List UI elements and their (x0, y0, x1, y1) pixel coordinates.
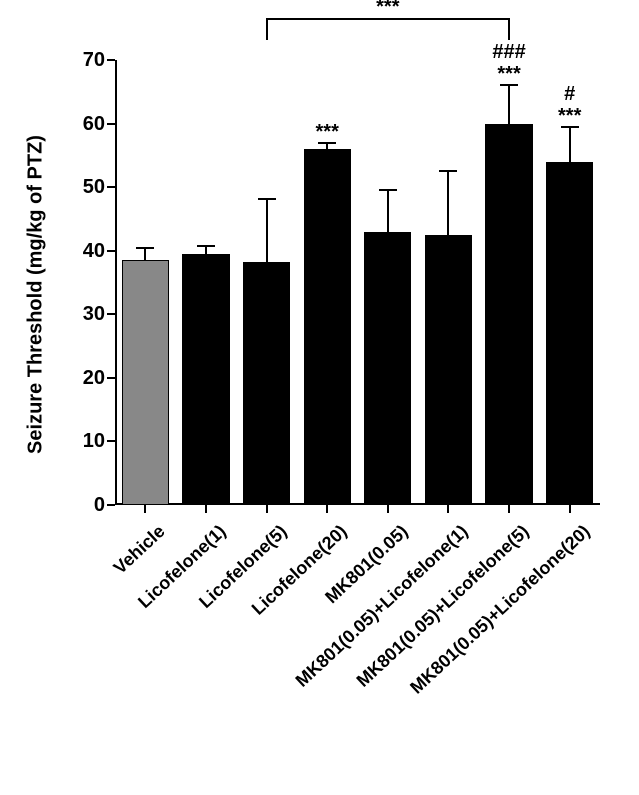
significance-marker: # (540, 83, 600, 106)
x-tick (447, 505, 449, 513)
error-whisker (387, 190, 389, 231)
x-axis-label: MK801(0.05)+Licofelone(20) (360, 521, 594, 741)
y-tick (107, 504, 115, 506)
error-whisker (447, 171, 449, 235)
x-tick (205, 505, 207, 513)
error-whisker (266, 199, 268, 263)
x-tick (387, 505, 389, 513)
y-tick (107, 313, 115, 315)
error-whisker (144, 248, 146, 261)
error-cap (379, 189, 397, 191)
comparison-bracket-arm (266, 18, 268, 40)
significance-marker: ### (479, 41, 539, 64)
y-tick (107, 377, 115, 379)
x-tick (569, 505, 571, 513)
y-tick (107, 186, 115, 188)
bar-1 (182, 254, 229, 505)
comparison-bracket-arm (508, 18, 510, 40)
chart-container: Seizure Threshold (mg/kg of PTZ) 0102030… (0, 0, 639, 795)
y-tick-label: 0 (69, 495, 105, 515)
bar-2 (243, 262, 290, 505)
bar-3 (304, 149, 351, 505)
bar-7 (546, 162, 593, 505)
y-tick (107, 59, 115, 61)
significance-marker: *** (297, 121, 357, 144)
error-whisker (569, 127, 571, 162)
comparison-bracket-label: *** (358, 0, 418, 19)
x-axis-label: Licofelone(20) (118, 521, 352, 741)
error-whisker (508, 85, 510, 123)
x-tick (266, 505, 268, 513)
y-tick (107, 440, 115, 442)
significance-marker: *** (479, 63, 539, 86)
y-axis-title: Seizure Threshold (mg/kg of PTZ) (25, 135, 48, 454)
error-cap (197, 245, 215, 247)
x-tick (508, 505, 510, 513)
x-axis-label: MK801(0.05)+Licofelone(1) (239, 521, 473, 741)
y-tick-label: 30 (69, 304, 105, 324)
y-tick-label: 40 (69, 241, 105, 261)
y-tick (107, 123, 115, 125)
x-axis-label: MK801(0.05) (178, 521, 412, 741)
y-tick-label: 70 (69, 50, 105, 70)
y-axis-line (115, 60, 117, 505)
y-tick-label: 10 (69, 431, 105, 451)
error-cap (258, 198, 276, 200)
plot-area: 010203040506070 ***###***#*** (115, 60, 600, 505)
y-tick-label: 20 (69, 368, 105, 388)
bar-5 (425, 235, 472, 505)
bar-4 (364, 232, 411, 505)
error-cap (439, 170, 457, 172)
significance-marker: *** (540, 105, 600, 128)
error-whisker (205, 246, 207, 254)
y-tick-label: 60 (69, 114, 105, 134)
bar-0 (122, 260, 169, 505)
x-tick (144, 505, 146, 513)
y-tick (107, 250, 115, 252)
error-cap (136, 247, 154, 249)
y-tick-label: 50 (69, 177, 105, 197)
bar-6 (485, 124, 532, 505)
x-tick (326, 505, 328, 513)
x-axis-label: MK801(0.05)+Licofelone(5) (300, 521, 534, 741)
